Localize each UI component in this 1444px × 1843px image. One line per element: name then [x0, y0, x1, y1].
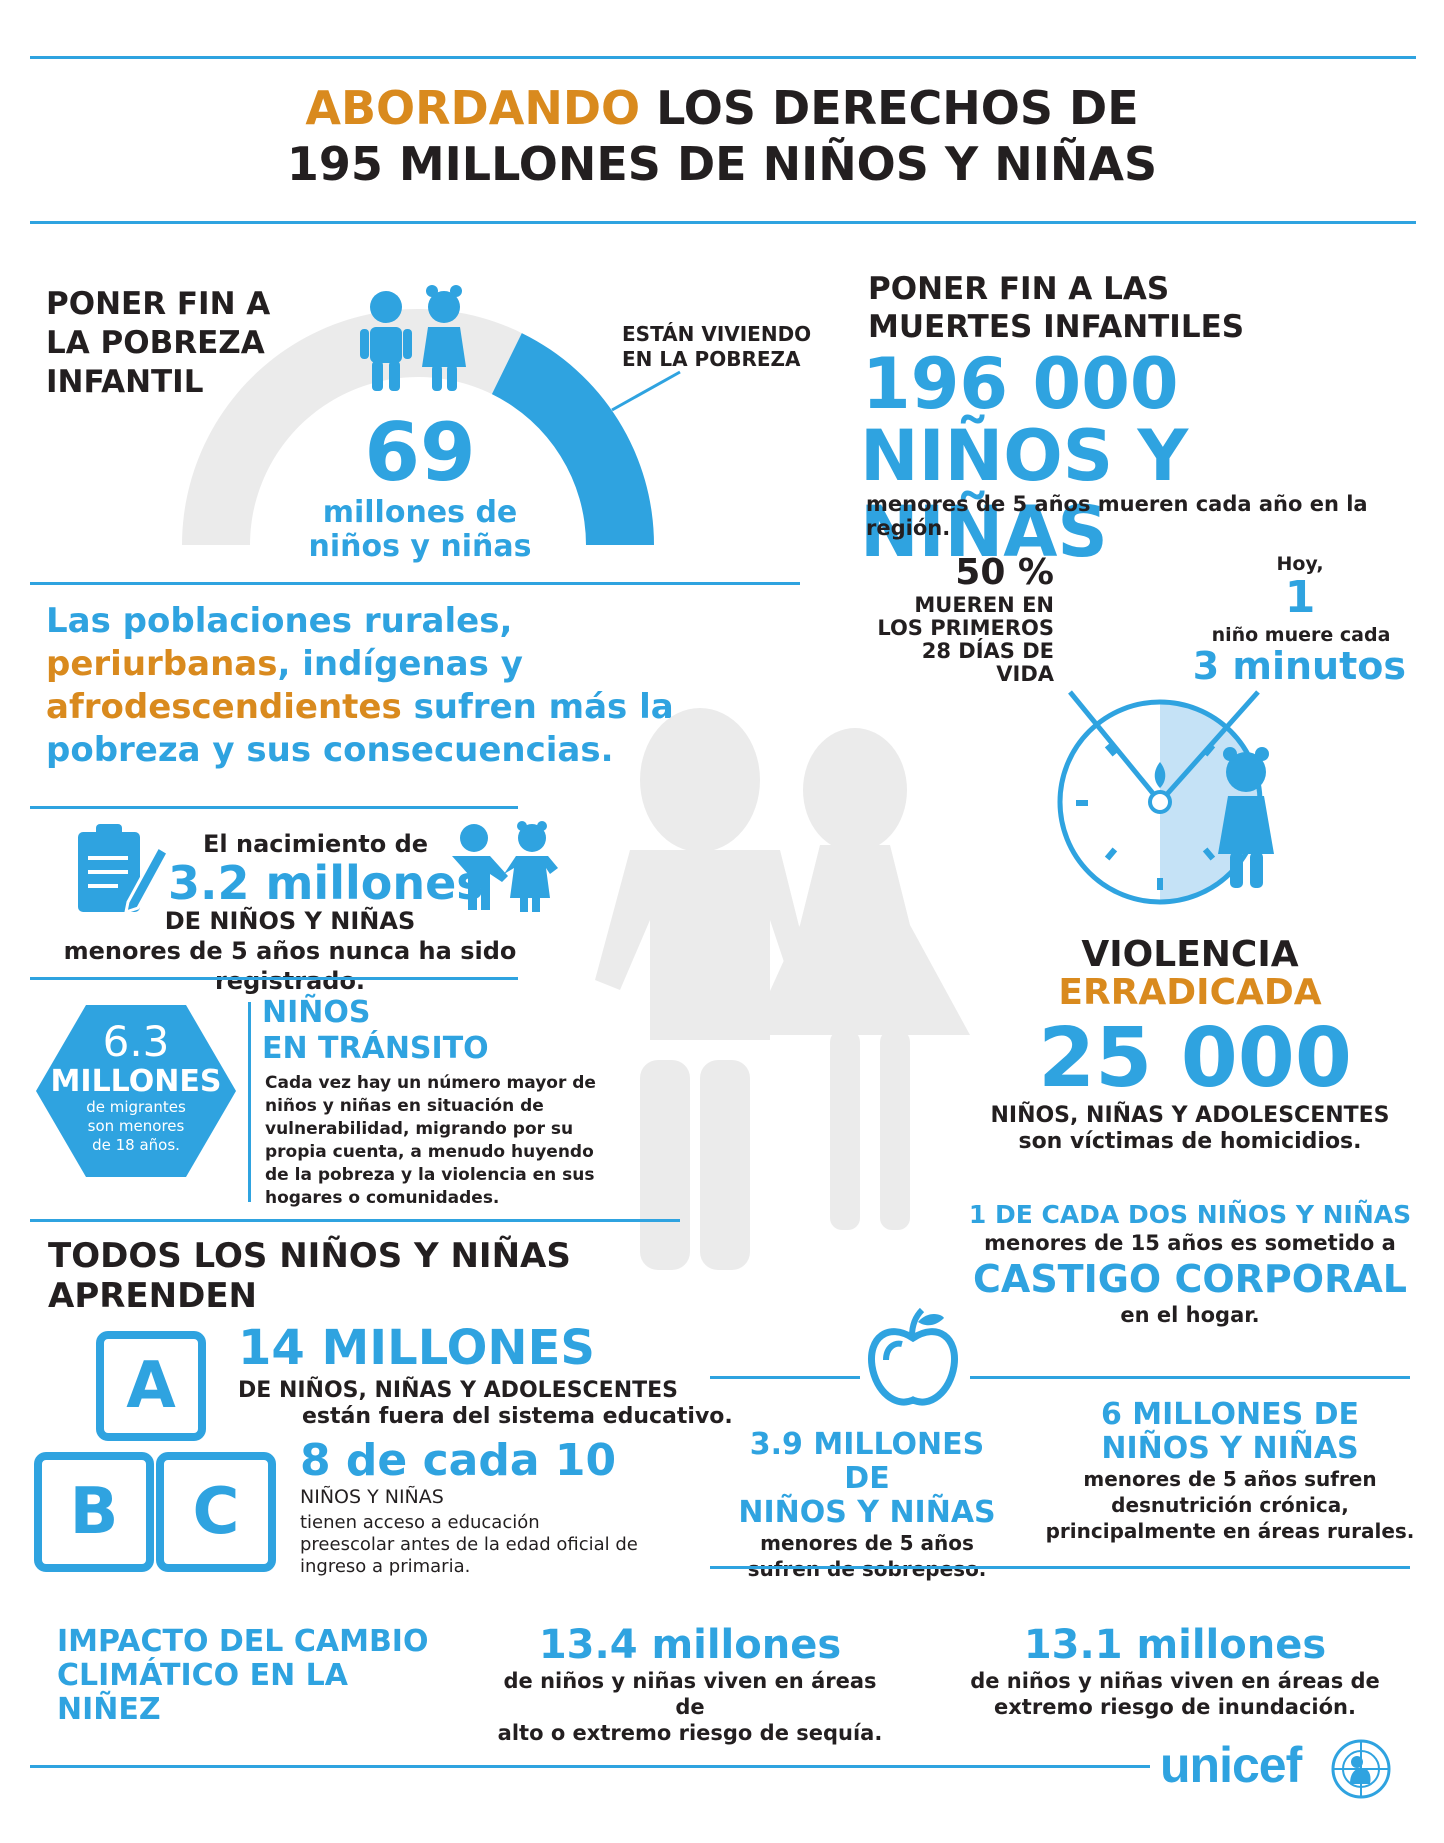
- rural-statement: Las poblaciones rurales, periurbanas, in…: [46, 601, 674, 770]
- unicef-logo: unicef: [1160, 1737, 1302, 1793]
- clipboard-pencil-icon: [78, 824, 171, 915]
- children-holding-hands-icon: [452, 821, 558, 912]
- neonatal-pct: 50 %: [955, 552, 1054, 593]
- apple-icon: [868, 1307, 958, 1406]
- nutrition-bottom-rule: [710, 1566, 1410, 1569]
- registration-rule: [30, 977, 518, 980]
- migrants-hexagon-text: 6.3 MILLONES de migrantes son menores de…: [50, 1017, 222, 1155]
- rural-rule: [30, 806, 518, 809]
- out-of-school-text: DE NIÑOS, NIÑAS Y ADOLESCENTES están fue…: [238, 1378, 733, 1429]
- neonatal-text: MUEREN EN LOS PRIMEROS 28 DÍAS DE VIDA: [877, 593, 1054, 686]
- malnutrition-stat: 6 MILLONES DE NIÑOS Y NIÑAS menores de 5…: [1045, 1397, 1415, 1544]
- flood-stat: 13.1 millones de niños y niñas viven en …: [970, 1622, 1380, 1719]
- deaths-heading: PONER FIN A LAS MUERTES INFANTILES: [868, 271, 1245, 345]
- block-b: B: [34, 1452, 154, 1572]
- preschool-number: 8 de cada 10: [300, 1435, 617, 1486]
- children-icon: [360, 285, 466, 391]
- migration-heading: NIÑOS EN TRÁNSITO: [262, 995, 489, 1066]
- poverty-rule: [30, 582, 800, 585]
- gauge-callout-line: [611, 370, 681, 412]
- homicide-text: NIÑOS, NIÑAS Y ADOLESCENTES son víctimas…: [990, 1103, 1390, 1154]
- homicide-number: 25 000: [1038, 1011, 1352, 1106]
- one-child-text: niño muere cada: [1211, 624, 1391, 646]
- title-highlight: ABORDANDO: [305, 81, 641, 135]
- out-of-school-number: 14 MILLONES: [238, 1320, 595, 1376]
- migration-rule: [30, 1219, 680, 1222]
- one-child-number: 1: [1284, 572, 1316, 623]
- corporal-punishment: 1 DE CADA DOS NIÑOS Y NIÑAS menores de 1…: [968, 1200, 1412, 1327]
- preschool-subtitle: NIÑOS Y NIÑAS: [300, 1486, 444, 1508]
- poverty-callout: ESTÁN VIVIENDO EN LA POBREZA: [622, 322, 812, 371]
- violence-heading: VIOLENCIA: [1081, 934, 1299, 975]
- migration-divider: [248, 1002, 251, 1202]
- clock-icon: [1057, 690, 1274, 905]
- deaths-subtitle: menores de 5 años mueren cada año en la …: [866, 492, 1368, 540]
- title-bottom-rule: [30, 221, 1416, 224]
- preschool-body: tienen acceso a educación preescolar ant…: [300, 1512, 638, 1577]
- title-line1: LOS DERECHOS DE: [640, 81, 1139, 135]
- registration-lead: El nacimiento de: [203, 830, 429, 858]
- children-silhouette: [595, 708, 970, 1270]
- drought-stat: 13.4 millones de niños y niñas viven en …: [497, 1622, 883, 1745]
- today-label: Hoy,: [1276, 553, 1324, 575]
- deaths-big-subtitle: NIÑOS Y NIÑAS: [860, 415, 1189, 573]
- block-c: C: [156, 1452, 276, 1572]
- block-a: A: [96, 1331, 206, 1441]
- minutes-number: 3 minutos: [1192, 644, 1406, 688]
- nutrition-rule-right: [970, 1376, 1410, 1379]
- education-heading: TODOS LOS NIÑOS Y NIÑAS APRENDEN: [48, 1236, 571, 1316]
- registration-subtitle: DE NIÑOS Y NIÑAS menores de 5 años nunca…: [63, 907, 517, 995]
- page-title: ABORDANDO LOS DERECHOS DE 195 MILLONES D…: [0, 80, 1444, 192]
- climate-heading: IMPACTO DEL CAMBIO CLIMÁTICO EN LA NIÑEZ: [57, 1624, 429, 1727]
- registration-number: 3.2 millones: [168, 856, 484, 910]
- nutrition-rule-left: [710, 1376, 860, 1379]
- migrants-hexagon: [36, 1005, 236, 1177]
- footer-rule: [30, 1765, 1150, 1768]
- top-rule: [30, 56, 1416, 59]
- poverty-heading: PONER FIN A LA POBREZA INFANTIL: [46, 286, 271, 400]
- poverty-subtitle: millones de niños y niñas: [308, 495, 532, 564]
- title-line2: 195 MILLONES DE NIÑOS Y NIÑAS: [286, 137, 1158, 191]
- violence-subheading: ERRADICADA: [1058, 972, 1322, 1013]
- poverty-number: 69: [364, 406, 476, 499]
- gauge-poverty-share: [491, 333, 654, 545]
- deaths-number: 196 000: [862, 343, 1179, 425]
- overweight-stat: 3.9 MILLONES DE NIÑOS Y NIÑAS menores de…: [738, 1427, 996, 1582]
- unicef-emblem-icon: [1331, 1739, 1391, 1799]
- migration-body: Cada vez hay un número mayor de niños y …: [265, 1073, 596, 1208]
